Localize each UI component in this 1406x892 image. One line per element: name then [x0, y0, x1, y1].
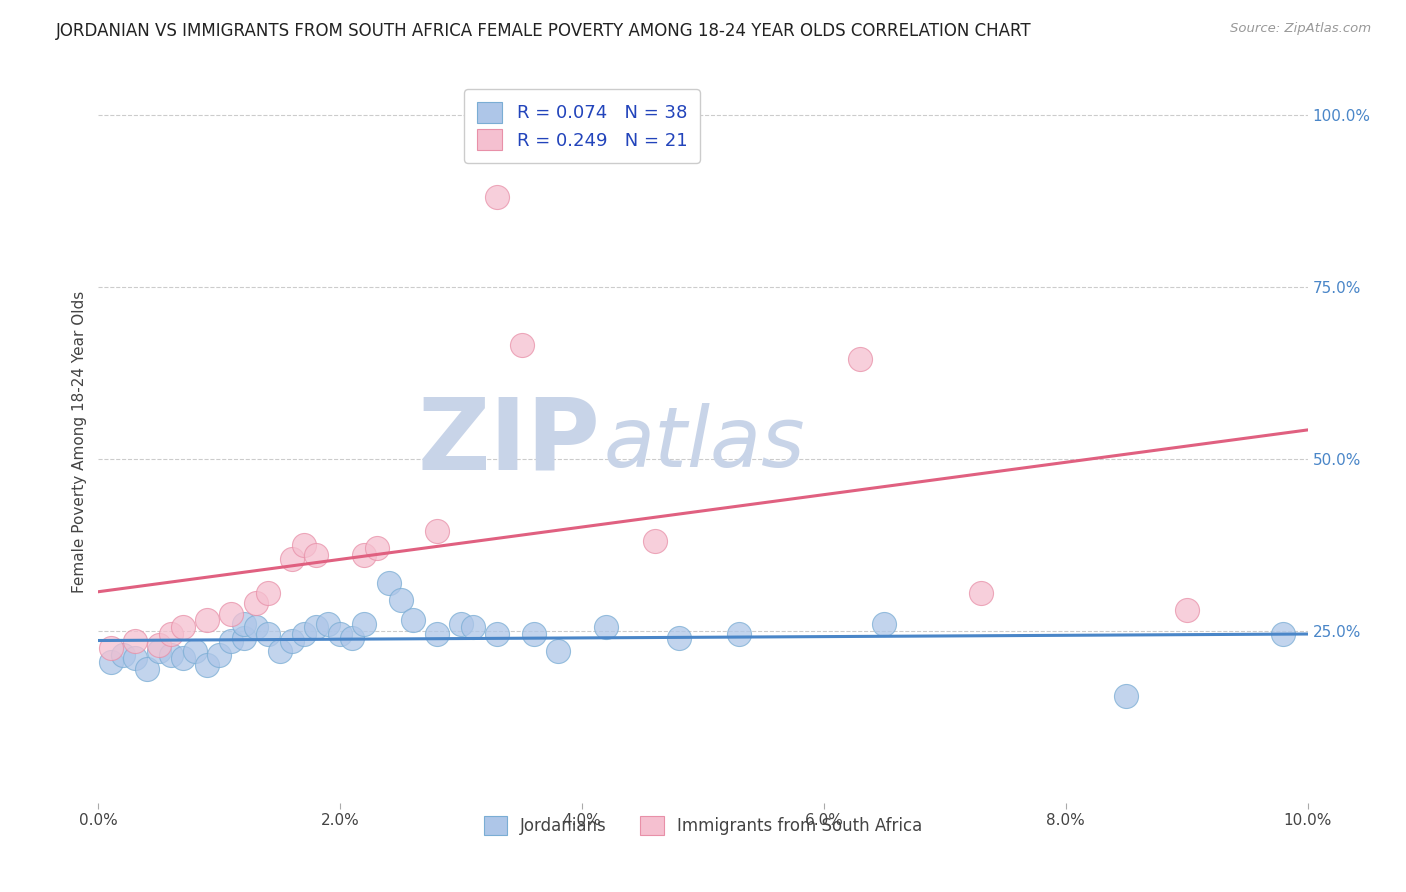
Point: [100, 655, 122, 669]
Point: [377, 575, 399, 590]
Point: [353, 616, 375, 631]
Point: [281, 551, 304, 566]
Point: [160, 627, 183, 641]
Point: [316, 616, 339, 631]
Point: [486, 627, 509, 641]
Point: [208, 648, 231, 662]
Point: [389, 592, 412, 607]
Point: [305, 620, 328, 634]
Point: [124, 634, 146, 648]
Point: [523, 627, 546, 641]
Point: [232, 631, 254, 645]
Y-axis label: Female Poverty Among 18-24 Year Olds: Female Poverty Among 18-24 Year Olds: [72, 291, 87, 592]
Point: [195, 614, 218, 628]
Point: [668, 631, 690, 645]
Point: [595, 620, 617, 634]
Point: [366, 541, 388, 556]
Text: atlas: atlas: [603, 403, 806, 484]
Point: [184, 644, 207, 658]
Point: [111, 648, 134, 662]
Point: [329, 627, 352, 641]
Point: [160, 648, 183, 662]
Point: [849, 351, 872, 366]
Point: [970, 586, 993, 600]
Point: [510, 338, 533, 352]
Point: [1175, 603, 1198, 617]
Text: JORDANIAN VS IMMIGRANTS FROM SOUTH AFRICA FEMALE POVERTY AMONG 18-24 YEAR OLDS C: JORDANIAN VS IMMIGRANTS FROM SOUTH AFRIC…: [56, 22, 1032, 40]
Point: [292, 538, 315, 552]
Point: [1115, 689, 1137, 703]
Point: [172, 651, 194, 665]
Point: [256, 627, 278, 641]
Point: [281, 634, 304, 648]
Point: [305, 548, 328, 562]
Legend: Jordanians, Immigrants from South Africa: Jordanians, Immigrants from South Africa: [477, 809, 929, 841]
Point: [402, 614, 425, 628]
Point: [221, 607, 243, 621]
Point: [450, 616, 472, 631]
Point: [292, 627, 315, 641]
Point: [195, 658, 218, 673]
Point: [124, 651, 146, 665]
Point: [100, 640, 122, 655]
Point: [342, 631, 364, 645]
Text: ZIP: ZIP: [418, 393, 600, 490]
Point: [221, 634, 243, 648]
Point: [463, 620, 485, 634]
Point: [426, 524, 449, 538]
Point: [245, 620, 267, 634]
Point: [256, 586, 278, 600]
Point: [644, 534, 666, 549]
Point: [269, 644, 291, 658]
Point: [873, 616, 896, 631]
Point: [353, 548, 375, 562]
Point: [148, 638, 170, 652]
Text: Source: ZipAtlas.com: Source: ZipAtlas.com: [1230, 22, 1371, 36]
Point: [426, 627, 449, 641]
Point: [486, 190, 509, 204]
Point: [1272, 627, 1295, 641]
Point: [728, 627, 751, 641]
Point: [135, 662, 157, 676]
Point: [245, 596, 267, 610]
Point: [148, 644, 170, 658]
Point: [172, 620, 194, 634]
Point: [547, 644, 569, 658]
Point: [232, 616, 254, 631]
